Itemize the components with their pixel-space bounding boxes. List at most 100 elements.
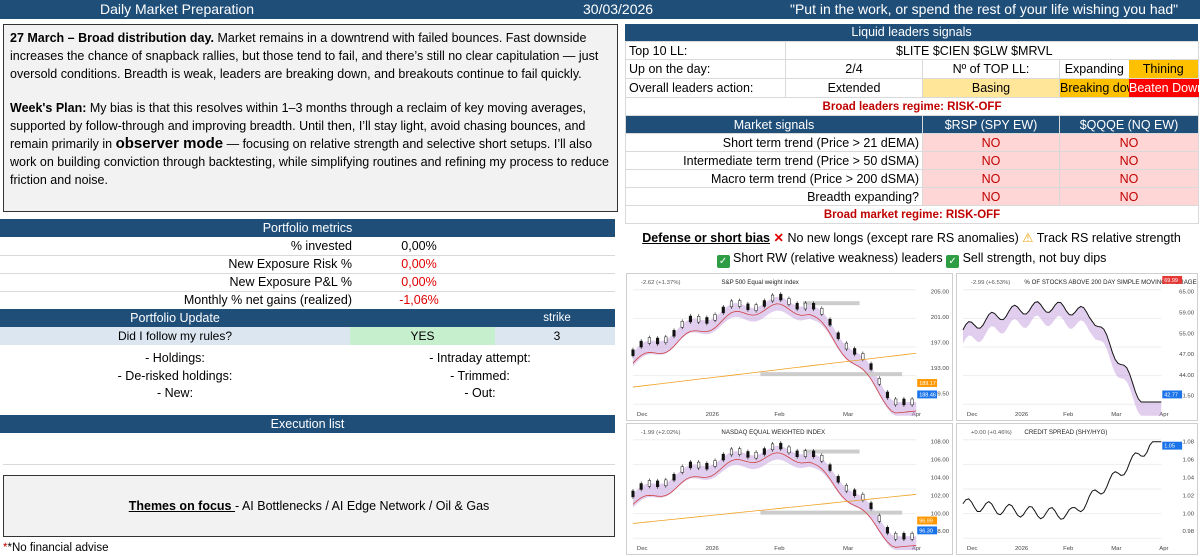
y-tick-label: 65.00 xyxy=(1179,290,1195,296)
execution-list-title: Execution list xyxy=(0,415,615,433)
market-row-v2: NO xyxy=(1058,169,1200,188)
market-row-v1: NO xyxy=(922,169,1060,188)
chart-credit[interactable]: +0.00 (+0.46%) CREDIT SPREAD (SHY/HYG) 1.0… xyxy=(956,423,1198,555)
y-tick-label: 1.08 xyxy=(1182,440,1194,446)
signals-panel: Liquid leaders signals Top 10 LL: $LITE … xyxy=(624,24,1200,224)
warning-icon: ⚠ xyxy=(1022,231,1034,245)
extended-state: Extended xyxy=(785,78,923,98)
leaders-title: Liquid leaders signals xyxy=(625,24,1198,41)
candle xyxy=(639,340,643,348)
metric-row: % invested 0,00% xyxy=(0,237,615,256)
y-tick-label: 205.00 xyxy=(931,290,950,296)
top10-value: $LITE $CIEN $GLW $MRVL xyxy=(784,41,1200,60)
metric-value: -1,06% xyxy=(355,291,615,310)
chart-title: % OF STOCKS ABOVE 200 DAY SIMPLE MOVING … xyxy=(1024,279,1196,286)
x-tick-label: Apr xyxy=(912,412,921,418)
page-title: Daily Market Preparation xyxy=(100,1,255,17)
chart-change: +0.00 (+0.46%) xyxy=(971,430,1012,436)
candle xyxy=(910,533,914,540)
action-row: Overall leaders action: Extended Basing … xyxy=(625,78,1200,98)
market-row: Breadth expanding? NO NO xyxy=(625,187,1200,206)
metric-value: 0,00% xyxy=(355,273,615,292)
market-row-v1: NO xyxy=(922,151,1060,170)
up-value: 2/4 xyxy=(785,59,923,79)
x-tick-label: Dec xyxy=(967,546,978,552)
rules-question: Did I follow my rules? xyxy=(117,329,233,343)
bias-item-1: No new longs (except rare RS anomalies) xyxy=(783,231,1023,245)
trades-list: - Intraday attempt: - Trimmed: - Out: xyxy=(360,350,600,403)
candle xyxy=(795,302,799,310)
x-tick-label: Mar xyxy=(1111,546,1121,552)
day-summary-text: Market remains in a downtrend with faile… xyxy=(10,31,599,81)
candle xyxy=(770,294,775,302)
candle xyxy=(853,489,857,497)
market-row-v2: NO xyxy=(1058,151,1200,170)
candle xyxy=(885,391,890,399)
chart-breadth[interactable]: -2.99 (+6.53%) % OF STOCKS ABOVE 200 DAY … xyxy=(956,273,1198,421)
up-row: Up on the day: 2/4 Nº of TOP LL: Expandi… xyxy=(625,59,1200,79)
candle xyxy=(844,484,848,492)
candle xyxy=(836,332,840,339)
resistance-zone xyxy=(802,301,860,306)
portfolio-metrics-title: Portfolio metrics xyxy=(0,219,615,237)
top-value: 69.99 xyxy=(1164,278,1178,284)
intraday-item: - Intraday attempt: xyxy=(429,351,531,365)
premarket-badge xyxy=(917,379,938,387)
x-tick-label: 2026 xyxy=(706,412,720,418)
market-row: Intermediate term trend (Price > 50 dSMA… xyxy=(625,151,1200,170)
candle xyxy=(680,466,684,473)
x-tick-label: 2026 xyxy=(1015,546,1029,552)
candle xyxy=(762,300,766,307)
expanding-state: Expanding xyxy=(1064,62,1124,76)
new-item: - New: xyxy=(156,386,194,400)
market-row-v1: NO xyxy=(922,133,1060,152)
portfolio-update-title: Portfolio Update xyxy=(130,311,220,325)
day-summary-title: 27 March – Broad distribution day. xyxy=(10,31,214,45)
chart-qqqe[interactable]: -1.99 (+2.02%) NASDAQ EQUAL WEIGHTED INDE… xyxy=(626,423,953,555)
portfolio-update-header: Portfolio Update strike xyxy=(0,309,615,327)
x-tick-label: 2026 xyxy=(706,546,720,552)
candle xyxy=(664,336,668,344)
x-tick-label: Dec xyxy=(637,412,648,418)
candle xyxy=(828,464,832,471)
support-zone xyxy=(760,510,903,515)
candle xyxy=(680,321,684,328)
candle xyxy=(729,300,734,308)
candle xyxy=(836,476,840,483)
premarket-value: 96.99 xyxy=(919,519,933,525)
candle xyxy=(779,442,783,450)
x-tick-label: Mar xyxy=(843,546,853,552)
basing-state: Basing xyxy=(922,78,1060,98)
market-row-label: Intermediate term trend (Price > 50 dSMA… xyxy=(625,151,923,170)
top10-label: Top 10 LL: xyxy=(625,41,786,60)
portfolio-metrics: Portfolio metrics % invested 0,00% New Ex… xyxy=(0,219,615,310)
holdings-list: - Holdings: - De-risked holdings: - New: xyxy=(0,350,350,403)
y-tick-label: 102.00 xyxy=(931,493,950,499)
candle xyxy=(844,342,848,350)
y-tick-label: 193.00 xyxy=(931,366,950,372)
no-top-label: Nº of TOP LL: xyxy=(922,59,1060,79)
candle xyxy=(779,293,783,301)
candle xyxy=(754,451,758,459)
beaten-state: Beaten Down xyxy=(1129,79,1200,97)
bias-item-4: Sell strength, not buy dips xyxy=(959,251,1107,265)
execution-list-body[interactable] xyxy=(3,433,615,465)
top-value-badge xyxy=(1162,275,1183,284)
x-tick-label: Feb xyxy=(774,412,785,418)
moving-average-band xyxy=(962,301,1162,416)
trimmed-item: - Trimmed: xyxy=(450,368,510,383)
footnote-text: *No financial advise xyxy=(7,542,109,554)
candle xyxy=(894,533,898,540)
weekly-plan: Week's Plan: My bias is that this resolv… xyxy=(10,99,611,189)
market-col1: $RSP (SPY EW) xyxy=(922,115,1060,134)
bias-item-2: Track RS relative strength xyxy=(1033,231,1181,245)
day-summary: 27 March – Broad distribution day. Marke… xyxy=(10,29,611,83)
chart-title: CREDIT SPREAD (SHY/HYG) xyxy=(1024,429,1107,436)
candle xyxy=(861,353,865,360)
y-tick-label: 1.06 xyxy=(1182,458,1194,464)
chart-rsp[interactable]: -2.62 (+1.37%) S&P 500 Equal weight index… xyxy=(626,273,953,421)
last-price-value: 96.30 xyxy=(919,528,933,534)
last-value-badge xyxy=(1162,390,1183,399)
holdings-item: - Holdings: xyxy=(145,351,205,365)
market-row: Macro term trend (Price > 200 dSMA) NO NO xyxy=(625,169,1200,188)
